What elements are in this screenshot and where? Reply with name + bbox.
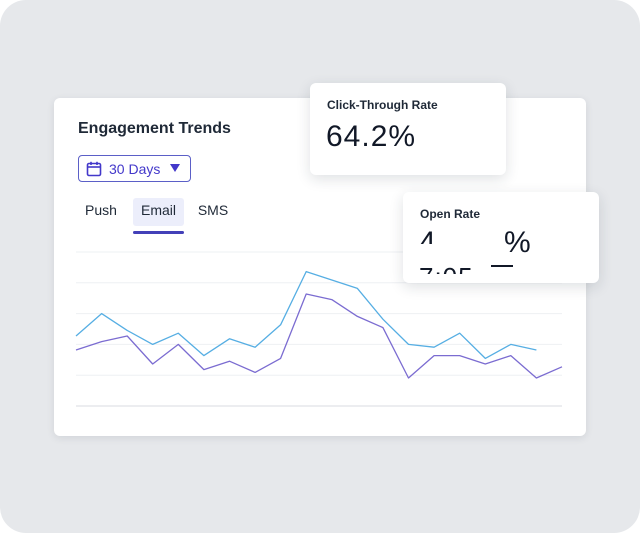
date-range-select[interactable]: 30 Days bbox=[78, 155, 191, 182]
tab-push[interactable]: Push bbox=[85, 202, 117, 218]
tab-email[interactable]: Email bbox=[133, 198, 184, 226]
click-through-rate-popover: Click-Through Rate 64.2% bbox=[310, 83, 506, 175]
card-title: Engagement Trends bbox=[78, 120, 231, 137]
popover-value-ghost: 7:05 bbox=[419, 262, 474, 274]
open-rate-popover: Open Rate 4 % 7:05 bbox=[403, 192, 599, 283]
popover-title: Open Rate bbox=[420, 207, 481, 221]
active-tab-indicator bbox=[133, 231, 184, 234]
series-line-2 bbox=[75, 293, 563, 379]
popover-title: Click-Through Rate bbox=[327, 98, 438, 112]
caret-down-icon bbox=[170, 164, 180, 172]
ghost-underline bbox=[491, 265, 513, 267]
engagement-line-chart bbox=[75, 251, 563, 407]
popover-value: 4 bbox=[419, 226, 437, 244]
series-line-1 bbox=[75, 270, 537, 360]
tab-sms[interactable]: SMS bbox=[197, 202, 229, 218]
popover-value: 64.2% bbox=[326, 120, 417, 148]
popover-value-unit: % bbox=[504, 226, 531, 259]
date-range-label: 30 Days bbox=[109, 161, 161, 177]
calendar-icon bbox=[86, 161, 102, 177]
